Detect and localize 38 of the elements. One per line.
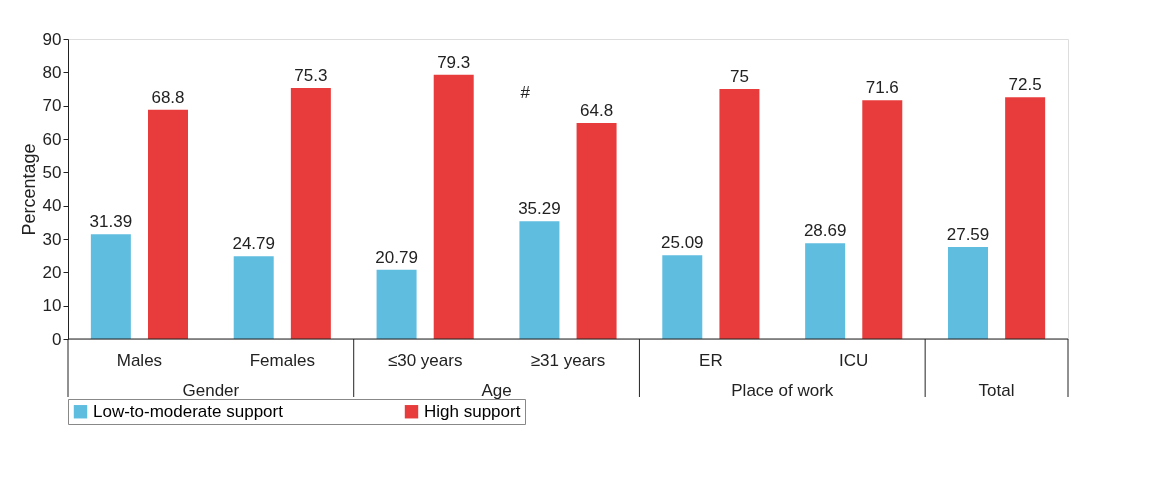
data-label: 75 bbox=[729, 67, 749, 86]
y-axis-title: Percentage bbox=[18, 143, 39, 236]
y-tick-label: 0 bbox=[52, 329, 62, 349]
x-tick-label: Females bbox=[249, 351, 315, 370]
data-label: 64.8 bbox=[580, 101, 614, 120]
data-label: 35.29 bbox=[518, 199, 561, 219]
x-tick-label: ≥31 years bbox=[530, 351, 606, 370]
y-tick-label: 10 bbox=[42, 296, 62, 316]
data-label: 27.59 bbox=[946, 225, 990, 245]
y-tick-label: 70 bbox=[42, 96, 62, 116]
x-tick-label: ICU bbox=[839, 351, 869, 370]
y-tick-label: 90 bbox=[42, 29, 62, 49]
data-label: 79.3 bbox=[437, 52, 471, 72]
data-label: 68.8 bbox=[151, 87, 185, 107]
data-label: 24.79 bbox=[232, 234, 275, 254]
text: Gender bbox=[182, 381, 240, 400]
data-label: 20.79 bbox=[375, 247, 418, 267]
y-tick-label: 80 bbox=[42, 62, 62, 82]
data-label: 25.09 bbox=[661, 233, 704, 253]
data-label: 75.3 bbox=[294, 66, 328, 85]
y-tick-label: 60 bbox=[42, 129, 62, 149]
text: Place of work bbox=[731, 381, 834, 400]
data-label: 71.6 bbox=[865, 78, 899, 98]
text: Total bbox=[978, 381, 1015, 400]
text: Age bbox=[481, 381, 512, 400]
x-tick-label: ≤30 years bbox=[387, 351, 463, 370]
y-tick-label: 40 bbox=[42, 196, 62, 216]
y-tick-label: 30 bbox=[42, 229, 62, 249]
data-label: 28.69 bbox=[803, 221, 847, 241]
x-tick-label: ER bbox=[699, 351, 723, 370]
y-tick-label: 20 bbox=[42, 262, 62, 282]
legend-label: Low-to-moderate support bbox=[93, 401, 284, 421]
data-label: 31.39 bbox=[89, 212, 133, 232]
annotation: # bbox=[520, 83, 531, 102]
x-tick-label: Males bbox=[116, 351, 163, 370]
data-label: 72.5 bbox=[1008, 75, 1042, 95]
y-tick-label: 50 bbox=[42, 162, 62, 182]
legend-label: High support bbox=[424, 401, 521, 421]
